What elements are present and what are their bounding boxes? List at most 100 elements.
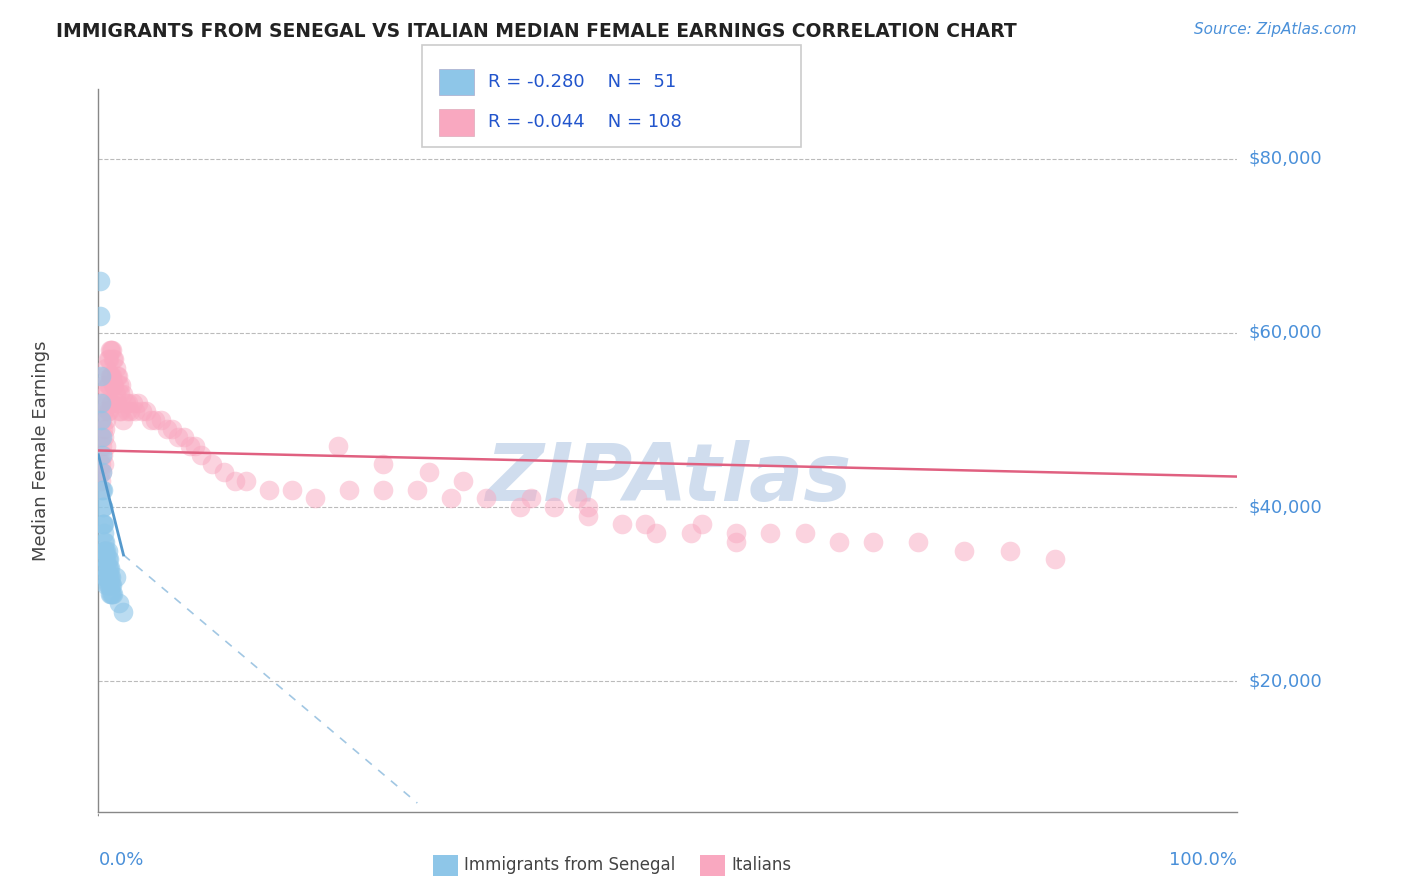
Point (91, 500, 114, 514)
Point (520, 491, 543, 506)
Point (103, 352, 125, 367)
Point (108, 387, 131, 401)
Point (91, 517, 114, 532)
Point (131, 404, 153, 418)
Point (97, 570, 120, 584)
Point (94, 422, 117, 436)
Point (98, 343, 121, 358)
Point (998, 543, 1021, 558)
Point (793, 526, 815, 541)
Point (139, 413, 162, 427)
Point (101, 578, 124, 592)
Point (862, 534, 884, 549)
Point (90, 395, 112, 409)
Point (97, 552, 120, 566)
Point (112, 413, 135, 427)
Point (326, 439, 349, 453)
Point (645, 526, 668, 541)
Point (100, 343, 122, 358)
Point (96, 578, 118, 592)
Point (90, 474, 112, 488)
Point (101, 587, 124, 601)
Point (679, 526, 702, 541)
Text: Immigrants from Senegal: Immigrants from Senegal (464, 856, 675, 874)
Point (100, 570, 122, 584)
Point (93, 543, 115, 558)
Point (112, 605, 135, 619)
Point (96, 578, 118, 592)
Point (224, 474, 246, 488)
Point (828, 534, 851, 549)
Point (156, 422, 179, 436)
Point (173, 430, 195, 444)
Point (97, 352, 120, 367)
Point (98, 561, 121, 575)
Text: ZIPAtlas: ZIPAtlas (485, 441, 851, 518)
Point (690, 517, 713, 532)
Point (235, 474, 257, 488)
Point (93, 543, 115, 558)
Point (114, 395, 136, 409)
Point (576, 508, 599, 523)
Point (91, 483, 114, 497)
Text: Median Female Earnings: Median Female Earnings (32, 340, 51, 561)
Point (105, 395, 128, 409)
Point (121, 395, 143, 409)
Point (110, 378, 132, 392)
Point (103, 352, 125, 367)
Point (90, 457, 112, 471)
Point (190, 448, 212, 462)
Point (90, 465, 112, 479)
Point (259, 483, 281, 497)
Point (418, 465, 440, 479)
Point (90, 483, 112, 497)
Point (93, 457, 115, 471)
Point (907, 534, 929, 549)
Point (104, 570, 127, 584)
Point (90, 448, 112, 462)
Point (179, 439, 201, 453)
Text: Italians: Italians (731, 856, 792, 874)
Point (759, 526, 782, 541)
Point (509, 500, 531, 514)
Point (612, 517, 634, 532)
Point (96, 570, 118, 584)
Point (100, 369, 122, 384)
Point (117, 395, 139, 409)
Point (576, 500, 599, 514)
Point (281, 483, 304, 497)
Point (104, 360, 127, 375)
Point (406, 483, 429, 497)
Point (96, 552, 118, 566)
Point (543, 500, 565, 514)
Point (98, 369, 121, 384)
Point (91, 395, 114, 409)
Point (93, 404, 115, 418)
Point (135, 404, 157, 418)
Point (93, 517, 115, 532)
Point (440, 491, 463, 506)
Point (953, 543, 976, 558)
Point (89, 274, 111, 288)
Point (100, 395, 122, 409)
Point (94, 395, 117, 409)
Point (90, 430, 112, 444)
Point (91, 500, 114, 514)
Point (89, 483, 111, 497)
Point (94, 543, 117, 558)
Point (98, 570, 121, 584)
Point (89, 309, 111, 323)
Point (100, 587, 122, 601)
Point (96, 561, 118, 575)
Point (90, 413, 112, 427)
Point (337, 483, 360, 497)
Point (120, 404, 142, 418)
Point (212, 465, 235, 479)
Point (90, 465, 112, 479)
Point (96, 543, 118, 558)
Point (103, 378, 125, 392)
Point (103, 587, 125, 601)
Point (94, 369, 117, 384)
Point (112, 387, 135, 401)
Point (108, 596, 131, 610)
